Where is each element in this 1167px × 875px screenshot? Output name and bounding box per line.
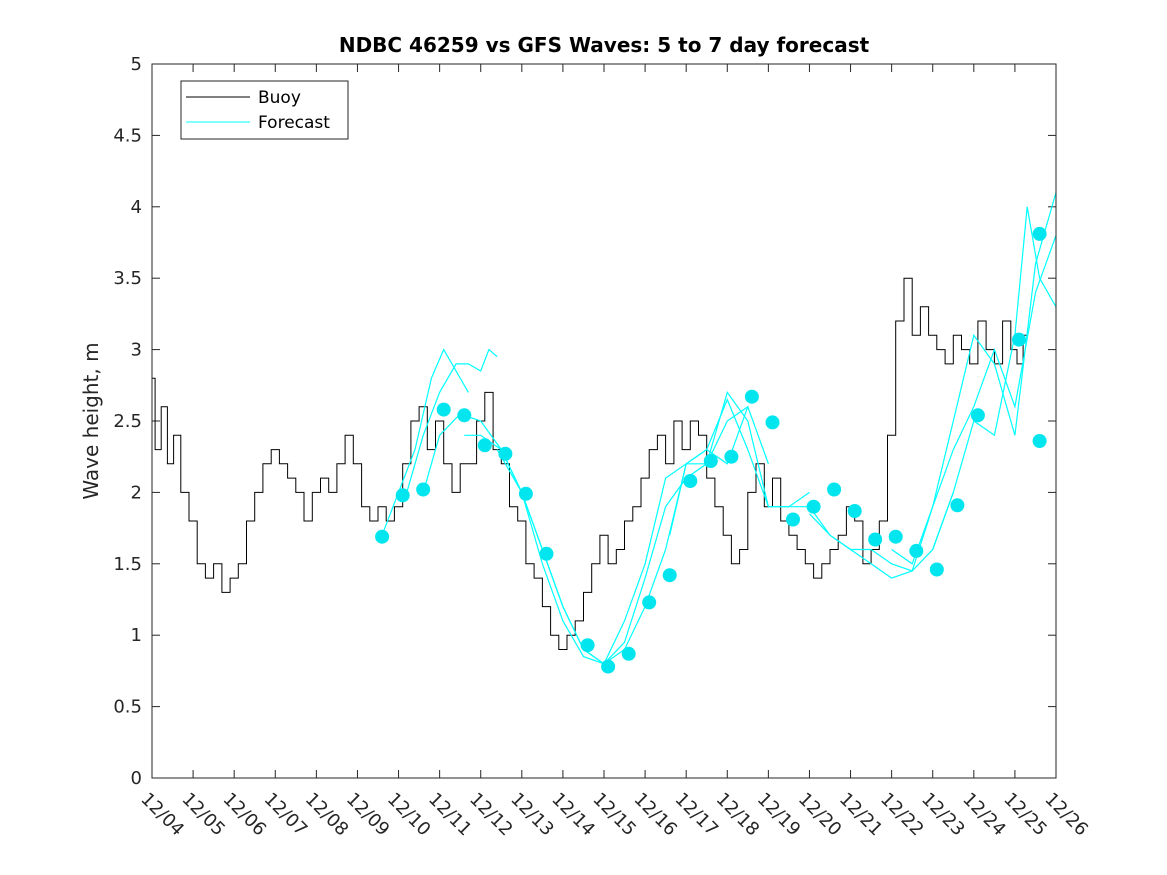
forecast-marker (395, 488, 410, 503)
y-tick-label: 1 (131, 625, 142, 646)
forecast-run-line (932, 206, 1057, 550)
forecast-marker (457, 408, 472, 423)
forecast-marker (683, 474, 698, 488)
forecast-marker (827, 482, 842, 497)
forecast-marker (498, 446, 513, 461)
buoy-series (152, 277, 1028, 650)
chart-title: NDBC 46259 vs GFS Waves: 5 to 7 day fore… (339, 33, 870, 57)
plot-area (152, 64, 1056, 778)
forecast-marker (786, 512, 800, 527)
legend-buoy-label: Buoy (258, 88, 301, 108)
forecast-marker (539, 546, 554, 561)
forecast-marker (806, 499, 821, 514)
forecast-marker (580, 638, 595, 653)
forecast-marker (477, 438, 492, 453)
forecast-marker (621, 646, 636, 661)
buoy-line (152, 277, 1028, 650)
forecast-run-line (464, 405, 769, 665)
y-tick-label: 5 (131, 54, 142, 75)
forecast-marker (601, 659, 616, 674)
forecast-marker (1012, 332, 1026, 347)
forecast-marker (765, 415, 780, 430)
forecast-marker (909, 543, 924, 558)
forecast-marker (847, 504, 862, 518)
forecast-run-line (406, 348, 498, 493)
forecast-marker (970, 408, 985, 423)
y-tick-label: 3.5 (113, 268, 142, 289)
plot-frame (151, 63, 1057, 779)
legend: Buoy Forecast (180, 80, 349, 140)
forecast-marker (724, 449, 739, 464)
forecast-marker (703, 454, 718, 468)
y-axis-ticks: 0 0.5 1 1.5 2 2.5 3 3.5 4 4.5 5 (113, 54, 1056, 789)
y-axis-label: Wave height, m (79, 342, 103, 499)
forecast-marker (375, 529, 390, 544)
y-tick-label: 3 (131, 340, 142, 361)
forecast-marker (1032, 226, 1047, 241)
forecast-marker (929, 562, 944, 577)
forecast-markers (375, 226, 1047, 674)
forecast-marker (416, 482, 431, 497)
y-tick-label: 4.5 (113, 125, 142, 146)
forecast-marker (518, 486, 533, 501)
y-tick-label: 0 (131, 768, 142, 789)
forecast-marker (662, 568, 677, 583)
forecast-run-line (381, 348, 469, 536)
forecast-marker (1032, 434, 1047, 448)
y-tick-label: 2 (131, 482, 142, 503)
y-tick-label: 1.5 (113, 554, 142, 575)
forecast-marker (642, 595, 657, 610)
forecast-marker (436, 402, 451, 417)
y-tick-label: 0.5 (113, 697, 142, 718)
y-tick-label: 4 (131, 197, 142, 218)
forecast-marker (950, 498, 965, 513)
legend-box (180, 80, 349, 140)
legend-forecast-label: Forecast (258, 113, 330, 133)
forecast-marker (868, 532, 883, 547)
forecast-run-line (496, 391, 810, 665)
y-tick-label: 2.5 (113, 411, 142, 432)
forecast-marker (888, 529, 903, 544)
forecast-marker (744, 389, 759, 404)
